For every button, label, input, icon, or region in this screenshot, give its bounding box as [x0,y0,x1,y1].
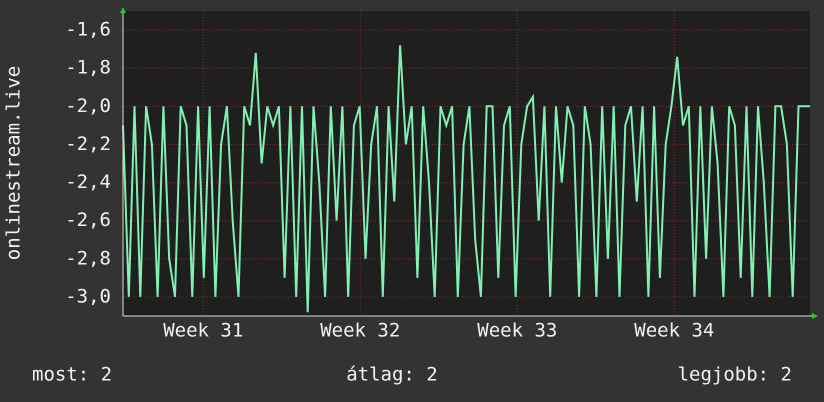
x-tick-label: Week 34 [634,320,714,342]
stat-best: legjobb: 2 [678,364,792,386]
y-tick-label: -3,0 [65,285,111,307]
y-tick-label: -1,8 [65,57,111,79]
stat-avg: átlag: 2 [346,364,438,386]
x-arrow [812,313,818,319]
stat-now: most: 2 [32,364,112,386]
y-tick-label: -2,8 [65,247,111,269]
y-tick-label: -1,6 [65,19,111,41]
y-tick-label: -2,6 [65,209,111,231]
x-tick-label: Week 33 [477,320,557,342]
y-axis-label: onlinestream.live [3,66,25,260]
plot-area [123,11,810,316]
y-tick-label: -2,2 [65,133,111,155]
y-tick-label: -2,4 [65,171,111,193]
data-line [122,45,810,313]
y-tick-label: -2,0 [65,95,111,117]
y-arrow [120,7,126,13]
x-tick-label: Week 31 [163,320,243,342]
x-tick-label: Week 32 [320,320,400,342]
